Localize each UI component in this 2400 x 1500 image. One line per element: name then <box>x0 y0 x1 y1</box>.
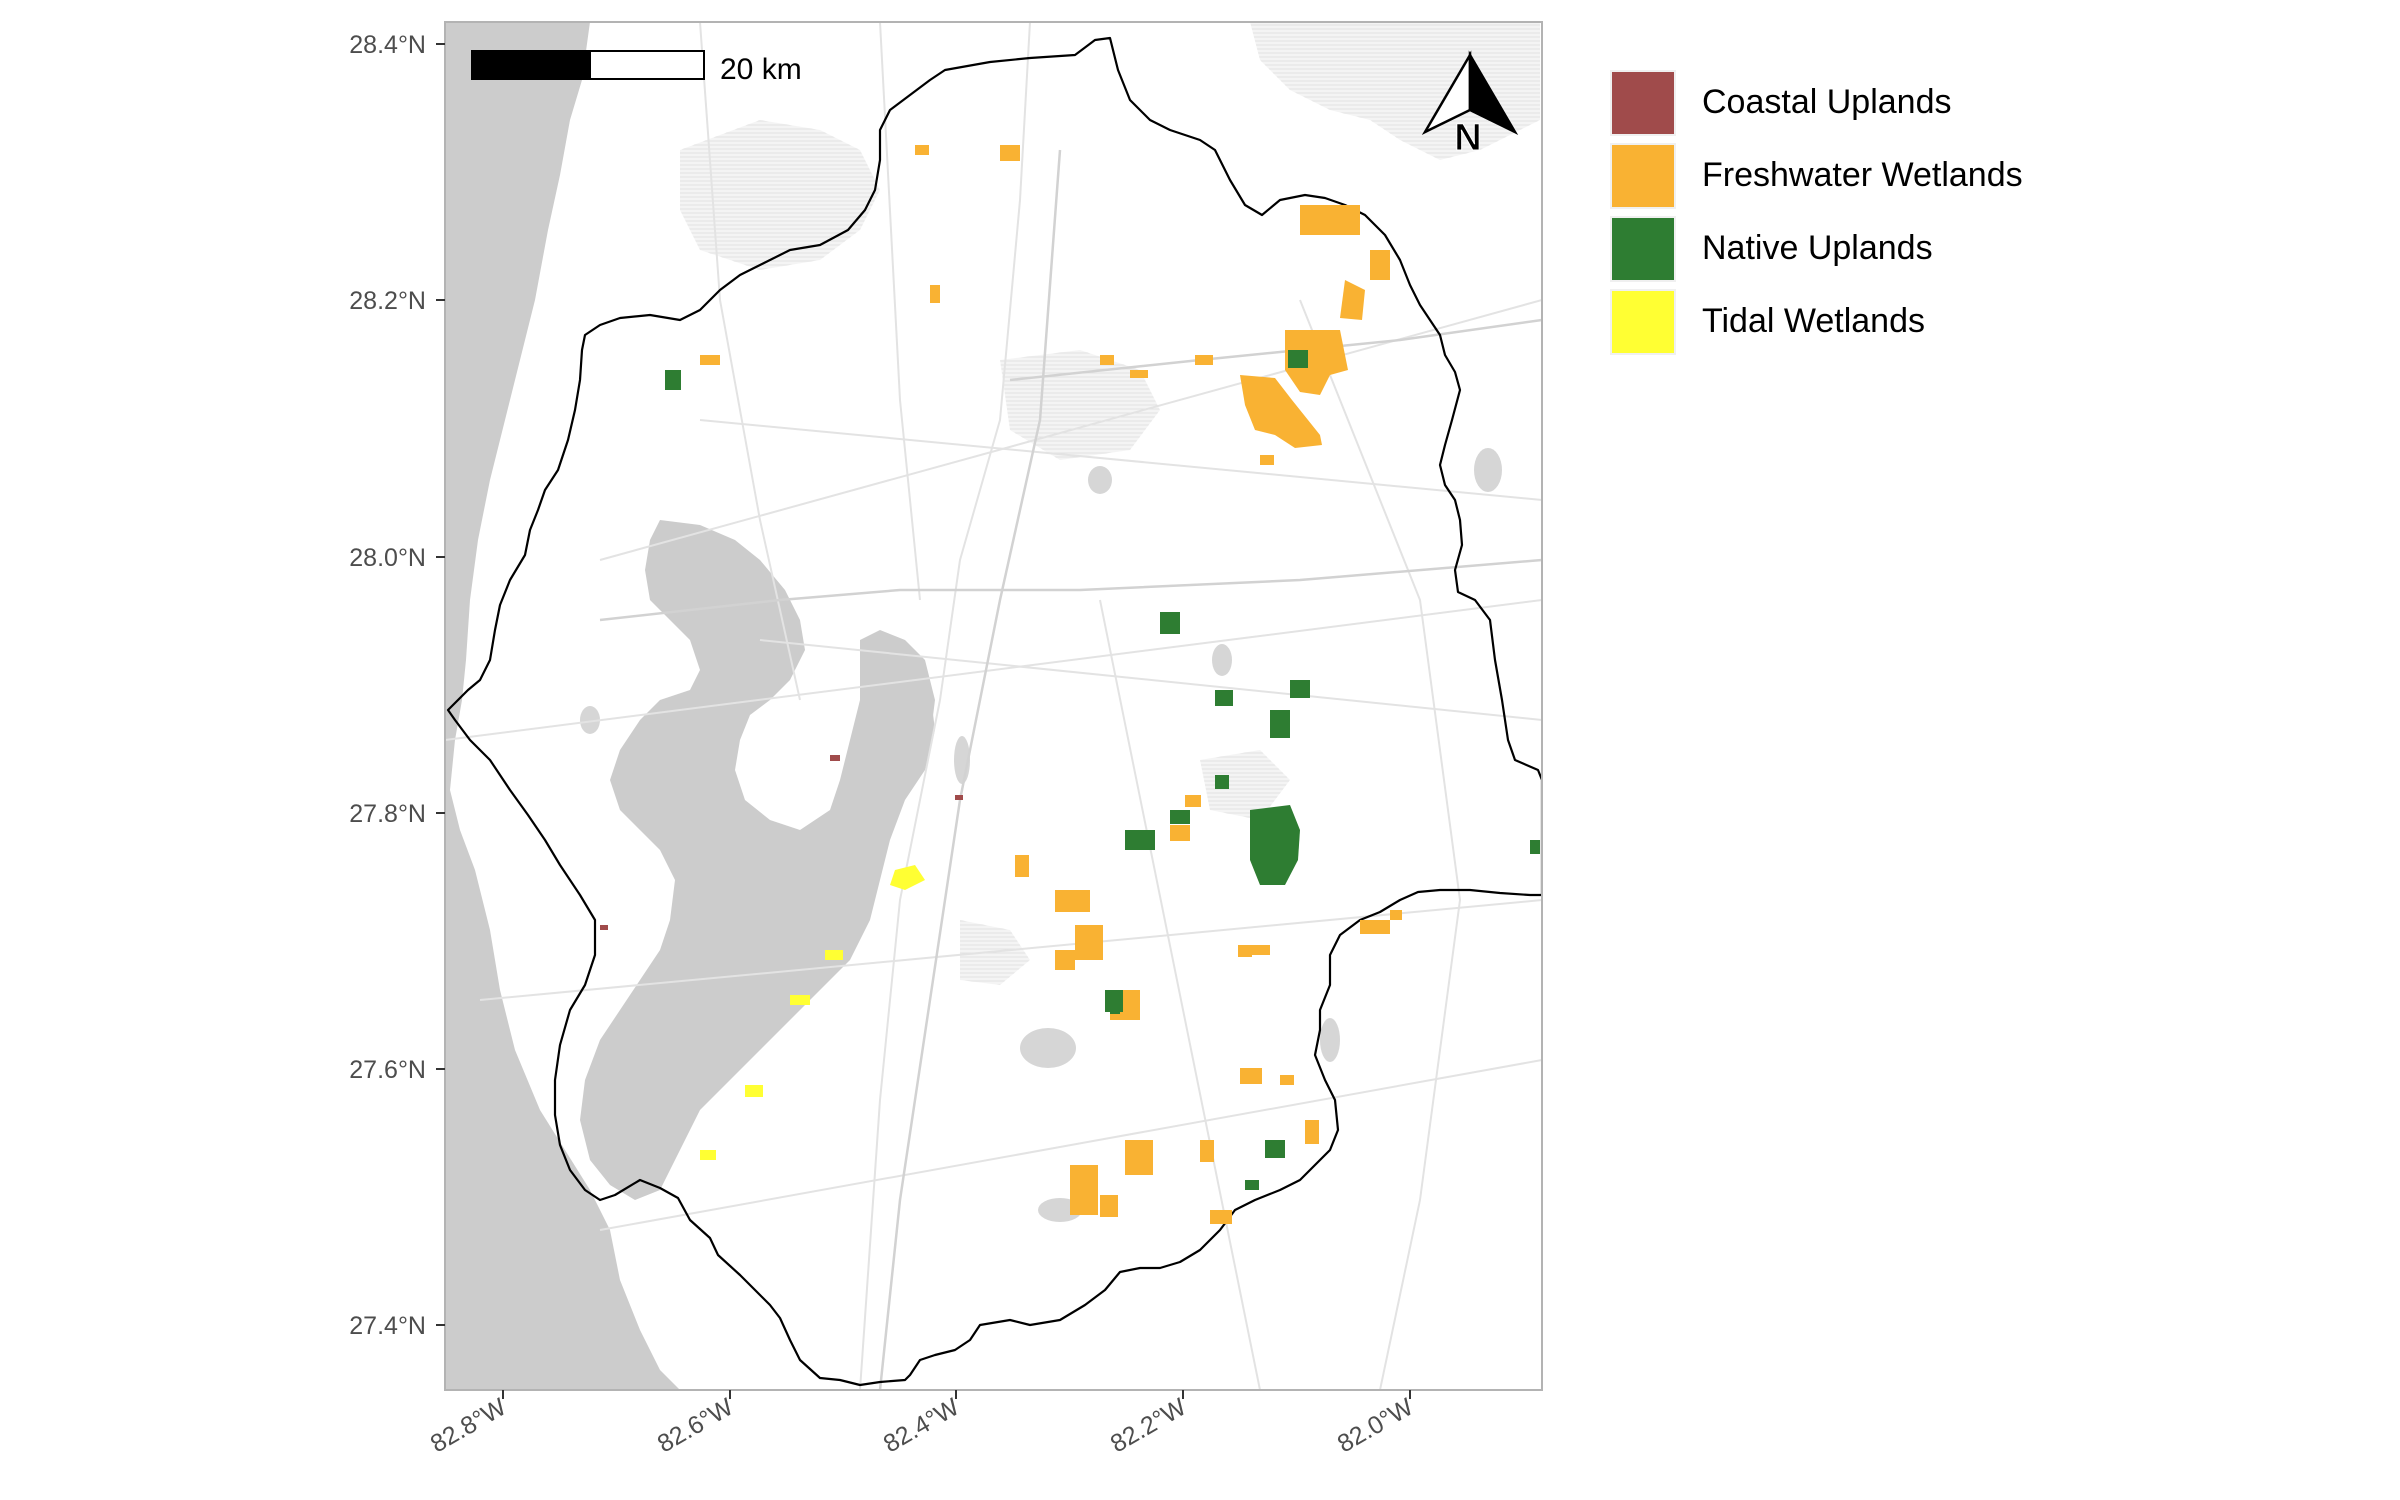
x-tick-label: 82.4°W <box>879 1393 965 1459</box>
panel-border <box>444 21 1543 1391</box>
north-arrow-right-half <box>1468 50 1519 135</box>
legend-label: Native Uplands <box>1702 229 1933 267</box>
y-tick-label: 28.0°N <box>349 544 426 572</box>
legend-item-coastal-uplands: Coastal Uplands <box>1610 66 2023 139</box>
coastal-upland-patches <box>600 755 963 930</box>
hillsborough-bay-water <box>860 630 935 790</box>
legend-swatch <box>1610 69 1676 136</box>
y-tick-label: 27.4°N <box>349 1312 426 1340</box>
x-axis: 82.8°W 82.6°W 82.4°W 82.2°W 82.0°W <box>426 1390 1419 1459</box>
map-panel <box>445 22 1542 1390</box>
x-tick-label: 82.8°W <box>426 1393 512 1459</box>
legend-swatch <box>1610 215 1676 282</box>
native-upland-patches <box>665 350 1540 1190</box>
legend-label: Freshwater Wetlands <box>1702 156 2023 194</box>
north-arrow-label: N <box>1454 117 1481 159</box>
scale-bar: 20 km <box>471 50 802 86</box>
legend-swatch <box>1610 142 1676 209</box>
gulf-water <box>445 22 680 1390</box>
y-axis: 28.4°N 28.2°N 28.0°N 27.8°N 27.6°N 27.4°… <box>349 31 445 1340</box>
legend-item-tidal-wetlands: Tidal Wetlands <box>1610 285 2023 358</box>
legend: Coastal Uplands Freshwater Wetlands Nati… <box>1610 66 2023 358</box>
legend-swatch <box>1610 288 1676 355</box>
y-tick-label: 27.6°N <box>349 1056 426 1084</box>
freshwater-wetland-patches <box>700 145 1402 1224</box>
x-tick-label: 82.2°W <box>1106 1393 1192 1459</box>
north-arrow: N <box>1421 50 1519 160</box>
watershed-boundary <box>446 36 1542 1387</box>
y-tick-label: 28.2°N <box>349 287 426 315</box>
legend-label: Tidal Wetlands <box>1702 302 1925 340</box>
legend-item-freshwater-wetlands: Freshwater Wetlands <box>1610 139 2023 212</box>
y-tick-label: 27.8°N <box>349 800 426 828</box>
scale-bar-label: 20 km <box>720 53 802 86</box>
tampa-bay-water <box>580 520 935 1200</box>
tidal-wetland-patches <box>700 865 925 1160</box>
road-network <box>445 22 1542 1390</box>
legend-item-native-uplands: Native Uplands <box>1610 212 2023 285</box>
y-tick-label: 28.4°N <box>349 31 426 59</box>
x-tick-label: 82.6°W <box>653 1393 739 1459</box>
legend-label: Coastal Uplands <box>1702 83 1952 121</box>
x-tick-label: 82.0°W <box>1333 1393 1419 1459</box>
